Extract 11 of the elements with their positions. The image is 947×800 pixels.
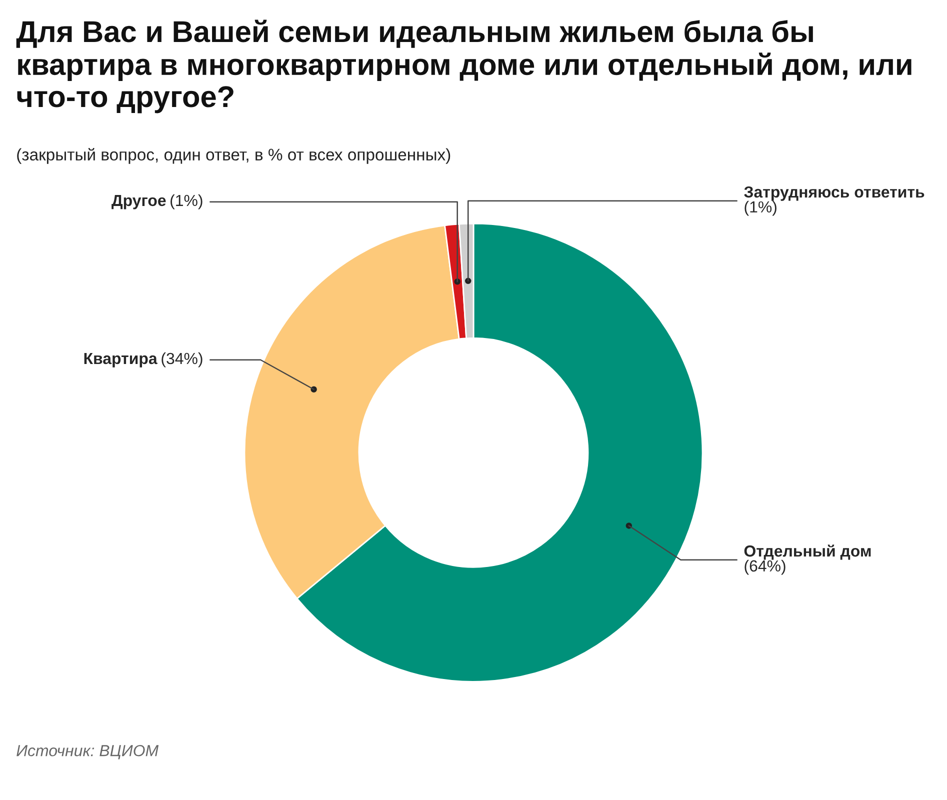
text: Источник: ВЦИОМ xyxy=(16,744,159,760)
slice-label: Квартира xyxy=(84,353,158,368)
chart-title: Для Вас и Вашей семьи идеальным жильем была бы квартира в многоквартирном доме или отдельный дом, или что-то другое? xyxy=(16,20,912,114)
slice-label: Затрудняюсь ответить xyxy=(744,186,924,201)
data-label: (1%) xyxy=(744,200,776,216)
slice-label: Отдельный дом xyxy=(744,544,871,560)
data-label: (1%) xyxy=(170,194,202,210)
data-label: (64%) xyxy=(744,560,786,575)
chart-subtitle: (закрытый вопрос, один ответ, в % от всех опрошенных) xyxy=(17,148,450,164)
slice-label: Другое xyxy=(112,194,166,210)
data-label: (34%) xyxy=(162,352,202,368)
